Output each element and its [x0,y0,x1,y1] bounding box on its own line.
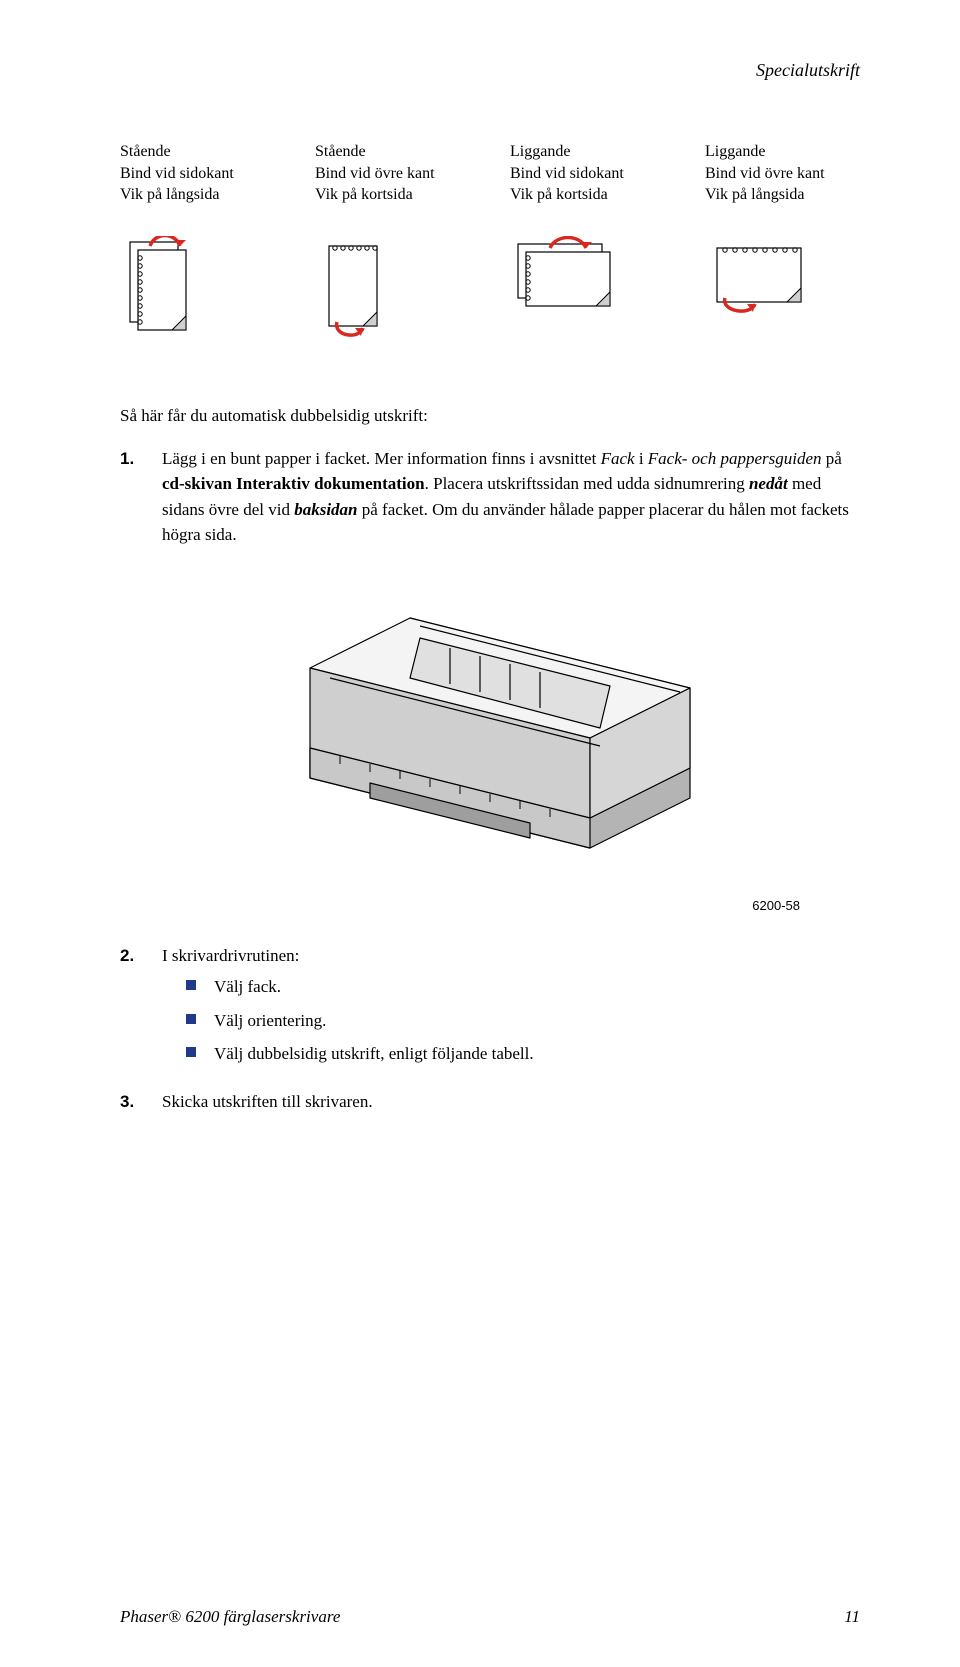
binding-col-2-l1: Stående [315,141,470,163]
step-2-lead: I skrivardrivrutinen: [162,943,860,969]
step-1-num: 1. [120,446,142,548]
step-3-num: 3. [120,1089,142,1115]
binding-col-1: Stående Bind vid sidokant Vik på långsid… [120,141,275,206]
step-2-num: 2. [120,943,142,1075]
binding-col-1-l1: Stående [120,141,275,163]
bullet-3: Välj dubbelsidig utskrift, enligt följan… [186,1041,860,1067]
step-2-body: I skrivardrivrutinen: Välj fack. Välj or… [162,943,860,1075]
binding-col-1-l2: Bind vid sidokant [120,163,275,185]
step-1-body: Lägg i en bunt papper i facket. Mer info… [162,446,860,548]
bullet-square-icon [186,1047,196,1057]
diagram-portrait-side [120,236,275,346]
binding-col-3-l1: Liggande [510,141,665,163]
binding-col-3-l3: Vik på kortsida [510,184,665,206]
bullet-3-text: Välj dubbelsidig utskrift, enligt följan… [214,1041,534,1067]
bullet-1-text: Välj fack. [214,974,281,1000]
binding-col-4-l1: Liggande [705,141,860,163]
page-header: Specialutskrift [120,60,860,81]
footer-page-number: 11 [844,1607,860,1627]
step-3-body: Skicka utskriften till skrivaren. [162,1089,860,1115]
diagram-portrait-top [315,236,470,346]
step-2-bullets: Välj fack. Välj orientering. Välj dubbel… [162,974,860,1067]
binding-col-3-l2: Bind vid sidokant [510,163,665,185]
binding-options-row: Stående Bind vid sidokant Vik på långsid… [120,141,860,206]
binding-col-2: Stående Bind vid övre kant Vik på kortsi… [315,141,470,206]
binding-col-4-l2: Bind vid övre kant [705,163,860,185]
step-2: 2. I skrivardrivrutinen: Välj fack. Välj… [120,943,860,1075]
binding-col-4: Liggande Bind vid övre kant Vik på långs… [705,141,860,206]
bullet-square-icon [186,980,196,990]
binding-col-4-l3: Vik på långsida [705,184,860,206]
step-1: 1. Lägg i en bunt papper i facket. Mer i… [120,446,860,548]
figure-code: 6200-58 [120,898,860,913]
binding-diagram-row [120,236,860,346]
binding-col-3: Liggande Bind vid sidokant Vik på kortsi… [510,141,665,206]
tray-figure [120,578,860,888]
binding-col-1-l3: Vik på långsida [120,184,275,206]
page-footer: Phaser® 6200 färglaserskrivare 11 [120,1607,860,1627]
diagram-landscape-side [510,236,665,346]
bullet-2: Välj orientering. [186,1008,860,1034]
bullet-2-text: Välj orientering. [214,1008,326,1034]
intro-text: Så här får du automatisk dubbelsidig uts… [120,406,860,426]
bullet-square-icon [186,1014,196,1024]
binding-col-2-l2: Bind vid övre kant [315,163,470,185]
bullet-1: Välj fack. [186,974,860,1000]
footer-left: Phaser® 6200 färglaserskrivare [120,1607,340,1627]
binding-col-2-l3: Vik på kortsida [315,184,470,206]
step-3: 3. Skicka utskriften till skrivaren. [120,1089,860,1115]
diagram-landscape-top [705,236,860,346]
